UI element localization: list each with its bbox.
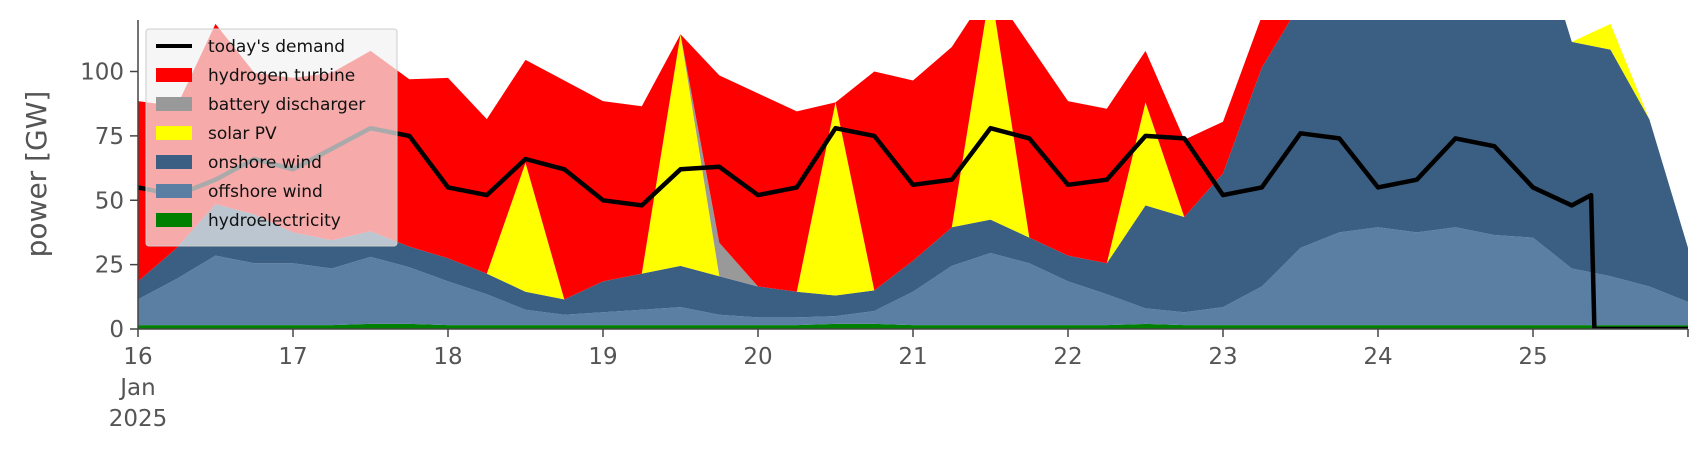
legend-swatch-hydrogen-turbine (156, 68, 192, 82)
x-tick-label: 22 (1053, 344, 1082, 370)
y-tick-label: 75 (95, 124, 124, 150)
legend-label-battery-discharger: battery discharger (208, 95, 365, 115)
legend-label-onshore-wind: onshore wind (208, 153, 322, 173)
x-tick-label: 24 (1363, 344, 1392, 370)
x-tick-label: 21 (898, 344, 927, 370)
legend-label-hydroelectricity: hydroelectricity (208, 211, 341, 231)
area-onshore-wind (138, 20, 1688, 318)
legend-swatch-onshore-wind (156, 155, 192, 169)
x-tick-sublabel: Jan (118, 375, 155, 401)
x-tick-label: 23 (1208, 344, 1237, 370)
area-offshore-wind (138, 227, 1688, 326)
x-tick-label: 25 (1518, 344, 1547, 370)
y-tick-label: 50 (95, 188, 124, 214)
x-tick-sublabel: 2025 (109, 406, 168, 432)
legend-label-hydrogen-turbine: hydrogen turbine (208, 66, 355, 86)
area-solar-pv (138, 20, 1688, 300)
x-tick-label: 19 (588, 344, 617, 370)
legend-label-solar-pv: solar PV (208, 124, 277, 144)
y-axis-title: power [GW] (20, 91, 53, 258)
legend-label-today-s-demand: today's demand (208, 37, 345, 57)
x-tick-label: 16 (123, 344, 152, 370)
y-tick-label: 25 (95, 253, 124, 279)
area-hydrogen-turbine (138, 20, 1688, 300)
legend-label-offshore-wind: offshore wind (208, 182, 323, 202)
x-tick-label: 20 (743, 344, 772, 370)
legend-swatch-hydroelectricity (156, 213, 192, 227)
axes: 0 25 50 75 100 16 Jan 2025 17 18 19 20 21 22 23 24 25 (80, 20, 1689, 432)
legend-box (145, 28, 398, 247)
stacked-area-layer (138, 20, 1688, 329)
legend: today's demand hydrogen turbine battery di… (145, 28, 398, 247)
x-tick-label: 18 (433, 344, 462, 370)
y-tick-label: 100 (80, 60, 124, 86)
x-tick-label: 17 (278, 344, 307, 370)
y-tick-label: 0 (109, 317, 124, 343)
area-hydroelectricity (138, 323, 1688, 329)
legend-swatch-offshore-wind (156, 184, 192, 198)
legend-swatch-solar-pv (156, 126, 192, 140)
legend-swatch-battery-discharger (156, 97, 192, 111)
